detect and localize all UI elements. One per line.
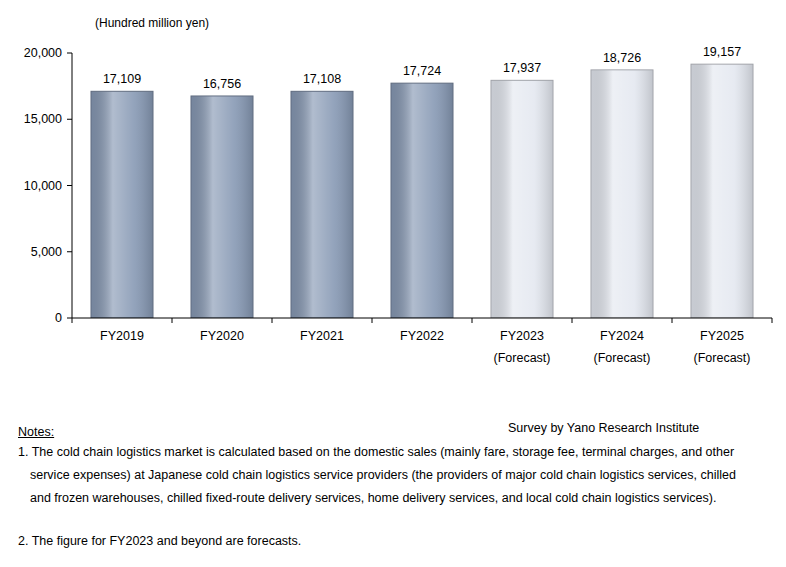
note: 1. The cold chain logistics market is ca… bbox=[18, 441, 750, 510]
x-tick-label: FY2021 bbox=[300, 329, 344, 343]
x-tick bbox=[672, 318, 673, 323]
y-tick bbox=[67, 251, 72, 252]
data-label: 16,756 bbox=[203, 77, 241, 91]
data-label: 17,937 bbox=[503, 61, 541, 75]
bar-shade bbox=[192, 96, 253, 317]
x-tick-label: FY2020 bbox=[200, 329, 244, 343]
x-tick-label: FY2019 bbox=[100, 329, 144, 343]
y-axis bbox=[72, 53, 73, 318]
y-tick bbox=[67, 318, 72, 319]
y-tick-label: 15,000 bbox=[24, 112, 62, 126]
data-label: 18,726 bbox=[603, 51, 641, 65]
x-tick-label: FY2024(Forecast) bbox=[594, 329, 651, 365]
y-axis-label: (Hundred million yen) bbox=[95, 16, 209, 30]
y-tick-label: 20,000 bbox=[24, 46, 62, 60]
bar-shade bbox=[692, 65, 753, 318]
x-tick bbox=[272, 318, 273, 323]
bar bbox=[691, 64, 753, 318]
data-label: 17,109 bbox=[103, 72, 141, 86]
bar bbox=[591, 70, 653, 318]
bar bbox=[191, 96, 253, 318]
data-label: 17,108 bbox=[303, 72, 341, 86]
y-tick-label: 0 bbox=[55, 311, 62, 325]
x-tick-label: FY2025(Forecast) bbox=[694, 329, 751, 365]
x-tick bbox=[772, 318, 773, 323]
chart: (Hundred million yen) 0 5,000 10,000 15,000 2… bbox=[0, 0, 786, 400]
x-tick bbox=[172, 318, 173, 323]
source: Survey by Yano Research Institute bbox=[508, 417, 699, 440]
x-tick-label: FY2023(Forecast) bbox=[494, 329, 551, 365]
bar-shade bbox=[592, 70, 653, 317]
x-tick bbox=[572, 318, 573, 323]
y-tick bbox=[67, 185, 72, 186]
bars bbox=[91, 64, 753, 318]
y-tick-label: 10,000 bbox=[24, 179, 62, 193]
data-label: 17,724 bbox=[403, 64, 441, 78]
bar bbox=[391, 83, 453, 318]
y-tick bbox=[67, 119, 72, 120]
y-tick bbox=[67, 53, 72, 54]
bar bbox=[91, 91, 153, 318]
x-axis bbox=[72, 318, 772, 319]
bar-shade bbox=[292, 92, 353, 318]
y-tick-label: 5,000 bbox=[31, 245, 62, 259]
x-tick-label: FY2022 bbox=[400, 329, 444, 343]
x-tick bbox=[72, 318, 73, 323]
note: 2. The figure for FY2023 and beyond are … bbox=[18, 530, 750, 553]
x-tick bbox=[472, 318, 473, 323]
bar bbox=[291, 91, 353, 318]
x-tick bbox=[372, 318, 373, 323]
data-label: 19,157 bbox=[703, 45, 741, 59]
bar-shade bbox=[392, 84, 453, 318]
notes-title: Notes: bbox=[18, 421, 54, 444]
bar-shade bbox=[92, 92, 153, 318]
bar-shade bbox=[492, 81, 553, 318]
bar bbox=[491, 80, 553, 318]
